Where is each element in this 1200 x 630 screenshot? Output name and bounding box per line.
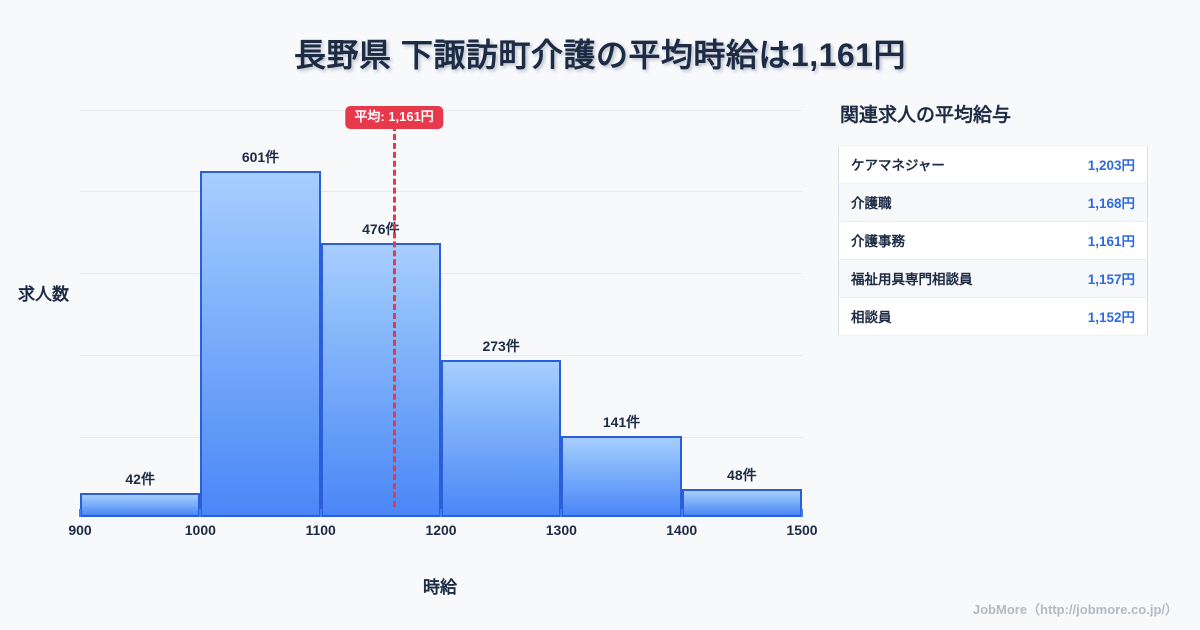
x-tick-label: 1500	[786, 522, 818, 538]
x-axis-ticks: 900 1000 1100 1200 1300 1400 1500	[68, 509, 818, 559]
histogram-bar	[561, 435, 682, 517]
job-wage-cell: 1,161円	[1045, 221, 1148, 260]
histogram-bar	[320, 242, 441, 517]
x-tick-label: 1100	[305, 522, 336, 538]
table-row[interactable]: 福祉用具専門相談員 1,157円	[838, 259, 1148, 298]
job-title-cell: 介護職	[838, 183, 1046, 222]
x-tick-mark	[560, 509, 563, 517]
x-tick-mark	[440, 509, 442, 517]
job-wage-cell: 1,152円	[1045, 297, 1148, 336]
table-row[interactable]: ケアマネジャー 1,203円	[838, 145, 1148, 184]
related-salary-table: ケアマネジャー 1,203円 介護職 1,168円 介護事務 1,161円 福祉用具専門相談…	[838, 145, 1148, 336]
x-tick-mark	[319, 509, 322, 517]
x-tick-label: 1000	[184, 522, 216, 538]
related-salary-title: 関連求人の平均給与	[840, 105, 1012, 126]
bar-value-label: 48件	[727, 467, 757, 484]
x-tick-mark	[801, 509, 803, 517]
x-tick-label: 900	[68, 522, 92, 538]
x-tick-label: 1300	[545, 522, 577, 538]
page-title: 長野県 下諏訪町介護の平均時給は1,161円	[294, 37, 906, 73]
job-title-cell: 介護事務	[838, 221, 1046, 260]
job-wage-cell: 1,203円	[1045, 145, 1148, 184]
gridline	[80, 191, 802, 192]
average-badge: 平均: 1,161円	[345, 106, 443, 129]
footer-credit: JobMore（http://jobmore.co.jp/）	[972, 602, 1178, 617]
histogram-chart: 42件 601件 476件 273件 141件 48件 900 1000 1100 1200 13…	[0, 90, 820, 600]
average-annotation: 平均: 1,161円	[80, 90, 802, 520]
bar-value-label: 601件	[241, 148, 280, 165]
x-axis-label: 時給	[423, 578, 457, 597]
histogram-bar	[80, 492, 201, 517]
y-axis-label: 求人数	[18, 285, 69, 304]
x-tick-mark	[79, 509, 81, 517]
bar-value-label: 273件	[482, 337, 520, 354]
gridline	[80, 355, 802, 356]
average-line	[393, 125, 397, 507]
table-row[interactable]: 介護事務 1,161円	[838, 221, 1148, 260]
bar-value-label: 141件	[602, 413, 641, 430]
related-salary-panel: 関連求人の平均給与 ケアマネジャー 1,203円 介護職 1,168円 介護事務 1,16…	[838, 100, 1178, 336]
x-tick-mark	[199, 509, 202, 517]
histogram-bar	[200, 170, 321, 517]
job-title-cell: 相談員	[838, 297, 1046, 336]
bars-layer	[80, 100, 802, 517]
gridline	[80, 273, 802, 274]
histogram-bar	[681, 489, 802, 517]
bar-labels-layer: 42件 601件 476件 273件 141件 48件	[80, 90, 802, 530]
x-tick-mark	[680, 509, 683, 517]
job-title-cell: 福祉用具専門相談員	[838, 259, 1046, 298]
job-wage-cell: 1,168円	[1045, 183, 1148, 222]
bar-value-label: 476件	[362, 220, 400, 237]
job-title-cell: ケアマネジャー	[838, 145, 1046, 184]
job-wage-cell: 1,157円	[1045, 259, 1148, 298]
table-row[interactable]: 介護職 1,168円	[838, 183, 1148, 222]
x-tick-label: 1400	[666, 522, 698, 538]
x-tick-label: 1200	[425, 522, 457, 538]
bar-value-label: 42件	[125, 470, 155, 487]
table-row[interactable]: 相談員 1,152円	[838, 297, 1148, 336]
histogram-bar	[441, 359, 562, 517]
